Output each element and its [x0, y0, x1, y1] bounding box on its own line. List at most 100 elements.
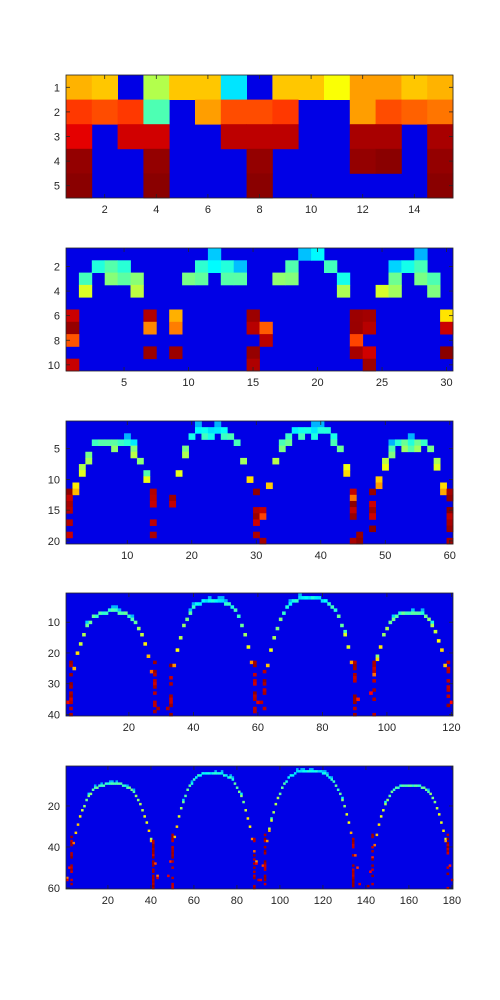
- heatmap-cell: [440, 321, 454, 335]
- heatmap-cell: [308, 768, 312, 771]
- heatmap-cell: [353, 712, 357, 717]
- heatmap-cell: [195, 272, 209, 286]
- heatmap-cell: [314, 596, 318, 600]
- heatmap-cell: [169, 860, 172, 863]
- heatmap-cell: [446, 679, 451, 683]
- heatmap-cell: [351, 841, 355, 845]
- heatmap-cell: [207, 596, 212, 600]
- x-tick-label: 50: [379, 550, 391, 562]
- heatmap-cell: [171, 833, 174, 837]
- heatmap-cell: [375, 75, 402, 100]
- heatmap-cell: [263, 882, 267, 886]
- heatmap-cell: [446, 513, 454, 520]
- heatmap-cell: [182, 800, 185, 804]
- heatmap-panel-5: 20 40 60 80 100 120 140 160 180 20 40 60: [48, 765, 461, 907]
- heatmap-cell: [70, 882, 73, 886]
- heatmap-cell: [224, 599, 228, 603]
- heatmap-cell: [207, 772, 211, 775]
- heatmap-cell: [433, 457, 441, 465]
- heatmap-cell: [253, 862, 256, 865]
- heatmap-cell: [351, 864, 355, 867]
- heatmap-cell: [391, 617, 396, 622]
- x-tick-label: 8: [256, 204, 262, 216]
- heatmap-cell: [169, 494, 177, 502]
- heatmap-cell: [128, 786, 131, 789]
- heatmap-cell: [171, 850, 174, 853]
- heatmap-cell: [369, 525, 376, 533]
- heatmap-cell: [98, 439, 106, 446]
- heatmap-cell: [420, 786, 424, 789]
- heatmap-cell: [275, 626, 280, 631]
- heatmap-cell: [153, 669, 157, 674]
- y-tick-label: 8: [54, 335, 60, 347]
- heatmap-cell: [371, 845, 374, 849]
- heatmap-cell: [207, 260, 222, 273]
- heatmap-cell: [265, 663, 270, 668]
- heatmap-cell: [356, 537, 364, 545]
- heatmap-cell: [85, 451, 93, 459]
- heatmap-cell: [69, 660, 73, 665]
- heatmap-cell: [152, 845, 155, 849]
- heatmap-cell: [311, 433, 318, 440]
- heatmap-cell: [220, 260, 235, 273]
- heatmap-cell: [143, 75, 170, 100]
- heatmap-cell: [253, 519, 260, 526]
- heatmap-cell: [205, 772, 209, 775]
- heatmap-cell: [169, 663, 173, 668]
- heatmap-cell: [145, 821, 149, 824]
- heatmap-cell: [253, 672, 257, 677]
- heatmap-cell: [369, 500, 376, 508]
- heatmap-cell: [349, 99, 376, 125]
- heatmap-cell: [143, 815, 146, 818]
- heatmap-cell: [222, 774, 226, 777]
- x-tick-label: 30: [440, 377, 452, 389]
- heatmap-cell: [171, 882, 174, 886]
- heatmap-cell: [388, 260, 402, 273]
- heatmap-cell: [104, 272, 118, 286]
- heatmap-cell: [66, 75, 93, 100]
- heatmap-cell: [358, 882, 361, 886]
- heatmap-cell: [257, 878, 260, 882]
- heatmap-cell: [362, 309, 376, 323]
- x-tick-label: 180: [443, 895, 461, 907]
- heatmap-cell: [69, 663, 73, 668]
- heatmap-cell: [351, 854, 355, 857]
- heatmap-cell: [233, 608, 238, 612]
- heatmap-cell: [253, 488, 260, 496]
- y-tick-label: 40: [48, 842, 60, 854]
- heatmap-cell: [313, 770, 316, 773]
- heatmap-cell: [214, 772, 217, 775]
- heatmap-cell: [66, 878, 69, 882]
- heatmap-cell: [69, 697, 73, 702]
- heatmap-cell: [317, 596, 322, 600]
- heatmap-cell: [296, 768, 299, 771]
- heatmap-cell: [272, 99, 299, 125]
- heatmap-cell: [382, 632, 386, 637]
- heatmap-cell: [111, 608, 115, 612]
- heatmap-cell: [143, 99, 170, 125]
- heatmap-cell: [301, 596, 306, 600]
- heatmap-cell: [294, 599, 299, 603]
- heatmap-cell: [278, 792, 282, 796]
- heatmap-cell: [152, 874, 155, 878]
- heatmap-cell: [152, 878, 155, 882]
- axes-box: [65, 592, 454, 717]
- heatmap-cell: [147, 829, 151, 832]
- heatmap-cell: [231, 776, 235, 779]
- heatmap-cell: [351, 878, 355, 882]
- heatmap-cell: [372, 672, 377, 677]
- heatmap-cell: [255, 860, 258, 863]
- heatmap-cell: [397, 786, 400, 789]
- heatmap-cell: [214, 427, 222, 434]
- heatmap-cell: [433, 629, 438, 634]
- heatmap-cell: [399, 784, 402, 787]
- heatmap-cell: [152, 882, 155, 886]
- heatmap-cell: [336, 272, 351, 286]
- heatmap-cell: [263, 837, 267, 841]
- heatmap-cell: [259, 507, 267, 514]
- heatmap-cell: [265, 839, 269, 843]
- heatmap-cell: [307, 596, 312, 600]
- heatmap-cell: [152, 843, 155, 847]
- heatmap-cell: [353, 679, 357, 683]
- heatmap-cell: [93, 786, 97, 789]
